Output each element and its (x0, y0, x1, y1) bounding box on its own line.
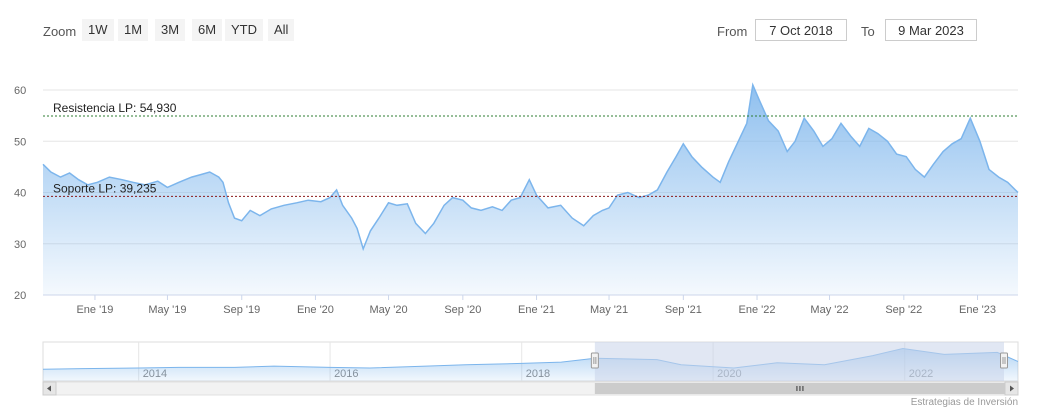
x-tick-label: Sep '20 (444, 304, 481, 316)
from-date-input[interactable] (755, 19, 847, 41)
arrow-right-icon (1010, 385, 1014, 392)
credit-link[interactable]: Estrategias de Inversión (910, 397, 1018, 408)
arrow-left-icon (47, 385, 51, 392)
x-tick-label: Sep '22 (885, 304, 922, 316)
x-tick-label: Ene '21 (518, 304, 555, 316)
price-series-line[interactable] (42, 82, 1019, 252)
x-tick-label: Sep '21 (665, 304, 702, 316)
x-tick-label: Ene '19 (76, 304, 113, 316)
y-tick-label: 50 (14, 136, 26, 148)
zoom-1w-button[interactable]: 1W (82, 19, 114, 41)
x-tick-label: May '19 (148, 304, 186, 316)
range-selector-toolbar: Zoom 1W 1M 3M 6M YTD All From To (0, 0, 1038, 50)
navigator-selection[interactable] (594, 342, 1004, 381)
zoom-label: Zoom (43, 24, 77, 39)
price-area-fill (43, 84, 1018, 296)
to-label: To (861, 24, 875, 39)
navigator-left-handle[interactable] (590, 352, 599, 369)
x-tick-label: Sep '19 (223, 304, 260, 316)
zoom-6m-button[interactable]: 6M (192, 19, 223, 41)
x-tick-label: May '21 (590, 304, 628, 316)
zoom-1m-button[interactable]: 1M (118, 19, 149, 41)
zoom-3m-button[interactable]: 3M (155, 19, 186, 41)
navigator-right-handle[interactable] (1000, 352, 1008, 369)
x-tick-label: Ene '20 (297, 304, 334, 316)
to-date-input[interactable] (885, 19, 977, 41)
x-tick-label: Ene '22 (739, 304, 776, 316)
y-tick-label: 30 (14, 239, 26, 251)
support-label: Soporte LP: 39,235 (53, 181, 157, 195)
zoom-ytd-button[interactable]: YTD (225, 19, 263, 41)
x-tick-label: May '20 (369, 304, 407, 316)
x-tick-label: May '22 (810, 304, 848, 316)
x-tick-label: Ene '23 (959, 304, 996, 316)
zoom-all-button[interactable]: All (268, 19, 295, 41)
y-tick-label: 60 (14, 85, 26, 97)
y-tick-label: 20 (14, 290, 26, 302)
resistance-label: Resistencia LP: 54,930 (53, 101, 177, 115)
from-label: From (717, 24, 748, 39)
y-tick-label: 40 (14, 188, 26, 200)
